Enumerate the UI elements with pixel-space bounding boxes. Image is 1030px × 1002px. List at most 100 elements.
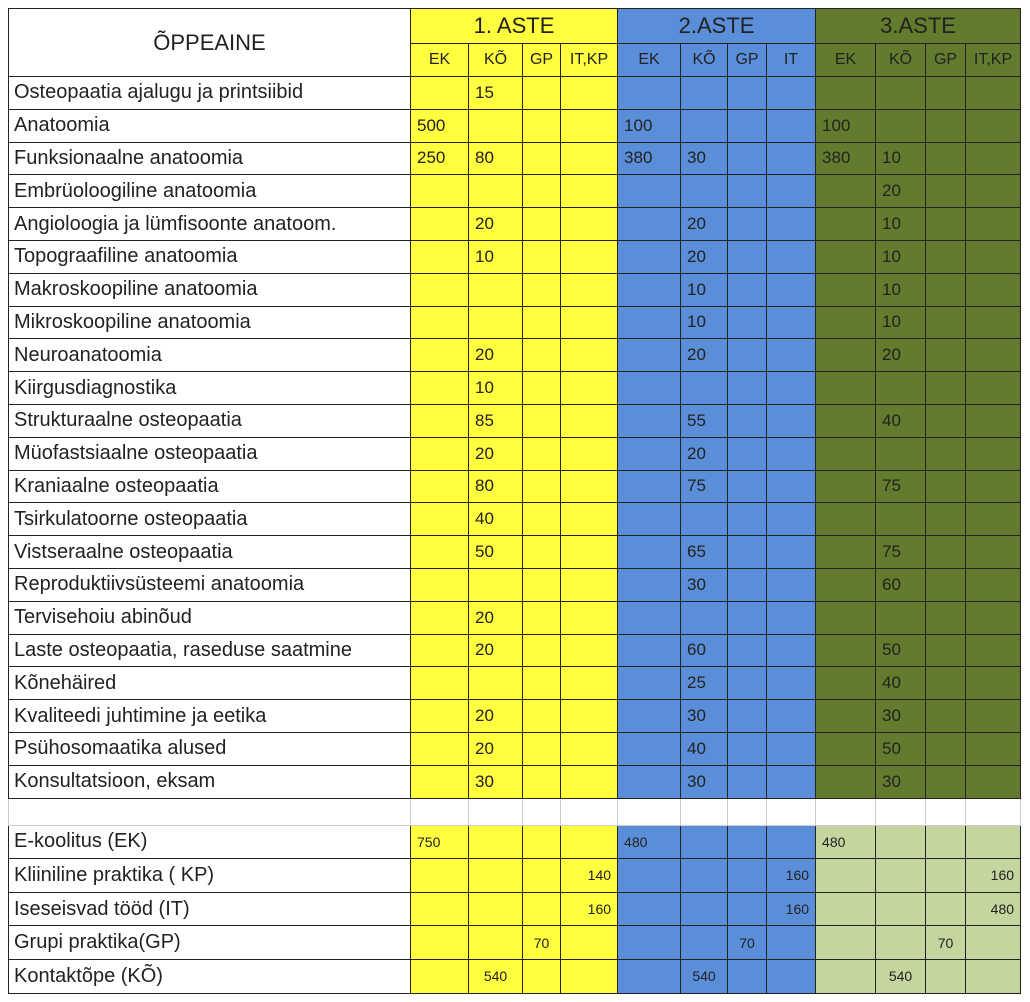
- value-cell: [522, 666, 561, 701]
- value-cell: [727, 824, 768, 860]
- value-cell: [815, 858, 877, 893]
- empty-cell: [617, 797, 682, 826]
- value-cell: [468, 567, 523, 602]
- empty-cell: [766, 797, 817, 826]
- value-cell: [727, 666, 768, 701]
- value-cell: [617, 764, 682, 799]
- value-cell: [410, 567, 469, 602]
- value-cell: [559, 305, 619, 340]
- value-cell: [559, 764, 619, 799]
- subject-cell: Vistseraalne osteopaatia: [8, 535, 411, 569]
- value-cell: [680, 891, 729, 927]
- value-cell: 10: [680, 272, 729, 307]
- value-cell: [617, 76, 682, 110]
- value-cell: [965, 174, 1022, 209]
- value-cell: [815, 891, 877, 927]
- subject-cell: Makroskoopiline anatoomia: [8, 272, 411, 307]
- subject-cell: Kraniaalne osteopaatia: [8, 469, 411, 504]
- value-cell: 30: [680, 567, 729, 602]
- value-cell: [522, 305, 561, 340]
- value-cell: [875, 891, 927, 927]
- subject-cell: Grupi praktika(GP): [8, 925, 411, 960]
- value-cell: [965, 272, 1022, 307]
- value-cell: [617, 469, 682, 504]
- value-cell: 80: [468, 469, 523, 504]
- value-cell: 20: [468, 633, 523, 668]
- value-cell: 20: [680, 207, 729, 241]
- value-cell: [559, 338, 619, 373]
- table-row: Kliiniline praktika ( KP) 140 160 160: [8, 858, 1022, 893]
- column-header: EK: [815, 43, 877, 77]
- value-cell: [766, 207, 817, 241]
- value-cell: 85: [468, 403, 523, 438]
- value-cell: [522, 436, 561, 471]
- value-cell: [410, 305, 469, 340]
- value-cell: [410, 338, 469, 373]
- value-cell: [727, 764, 768, 799]
- value-cell: [559, 666, 619, 701]
- value-cell: [965, 436, 1022, 471]
- column-header: IT: [766, 43, 817, 77]
- empty-cell: [925, 797, 967, 826]
- table-row: Psühosomaatika alused 20 40 50: [8, 731, 1022, 766]
- value-cell: [766, 469, 817, 504]
- value-cell: 70: [727, 925, 768, 960]
- value-cell: [965, 824, 1022, 860]
- table-row: Mikroskoopiline anatoomia 10 10: [8, 305, 1022, 340]
- value-cell: [559, 436, 619, 471]
- subject-cell: Funksionaalne anatoomia: [8, 141, 411, 176]
- value-cell: [925, 858, 967, 893]
- value-cell: [617, 567, 682, 602]
- value-cell: [522, 891, 561, 927]
- value-cell: [410, 239, 469, 274]
- value-cell: [468, 305, 523, 340]
- value-cell: [965, 764, 1022, 799]
- value-cell: [680, 371, 729, 405]
- value-cell: [965, 76, 1022, 110]
- value-cell: 70: [925, 925, 967, 960]
- value-cell: [522, 207, 561, 241]
- value-cell: [766, 371, 817, 405]
- column-header: IT,KP: [965, 43, 1022, 77]
- value-cell: 20: [468, 436, 523, 471]
- value-cell: [925, 824, 967, 860]
- value-cell: [925, 469, 967, 504]
- subject-cell: Strukturaalne osteopaatia: [8, 403, 411, 438]
- value-cell: 60: [680, 633, 729, 668]
- value-cell: 30: [680, 699, 729, 733]
- subject-cell: Tervisehoiu abinõud: [8, 600, 411, 635]
- value-cell: 500: [410, 108, 469, 143]
- value-cell: [815, 502, 877, 537]
- value-cell: [522, 958, 561, 994]
- value-cell: [410, 764, 469, 799]
- value-cell: [727, 633, 768, 668]
- value-cell: [680, 600, 729, 635]
- value-cell: 50: [875, 633, 927, 668]
- value-cell: [617, 535, 682, 569]
- column-header: GP: [522, 43, 561, 77]
- value-cell: [410, 600, 469, 635]
- table-row: Kontaktõpe (KÕ) 540 540 540: [8, 958, 1022, 994]
- value-cell: [410, 403, 469, 438]
- value-cell: 160: [965, 858, 1022, 893]
- value-cell: [559, 108, 619, 143]
- value-cell: [522, 272, 561, 307]
- value-cell: [727, 858, 768, 893]
- value-cell: [522, 76, 561, 110]
- value-cell: [410, 731, 469, 766]
- value-cell: [727, 207, 768, 241]
- value-cell: 10: [875, 207, 927, 241]
- value-cell: [815, 76, 877, 110]
- value-cell: [965, 666, 1022, 701]
- value-cell: [522, 239, 561, 274]
- value-cell: [617, 600, 682, 635]
- value-cell: [925, 305, 967, 340]
- empty-cell: [815, 797, 877, 826]
- value-cell: [875, 108, 927, 143]
- value-cell: [815, 699, 877, 733]
- value-cell: [925, 76, 967, 110]
- value-cell: [410, 207, 469, 241]
- subject-cell: Konsultatsioon, eksam: [8, 764, 411, 799]
- value-cell: [410, 371, 469, 405]
